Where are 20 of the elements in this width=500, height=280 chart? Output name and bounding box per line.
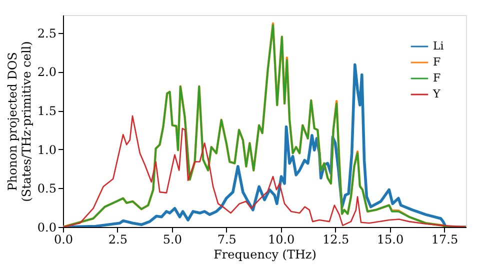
x-tick-label: 7.5 (217, 232, 236, 246)
x-tick-label: 15.0 (376, 232, 404, 246)
x-tick-label: 12.5 (322, 232, 350, 246)
y-tick-label: 1.5 (37, 104, 56, 118)
y-tick-label: 2.5 (37, 26, 56, 40)
y-tick-label: 0.5 (37, 182, 56, 196)
x-tick-label: 10.0 (268, 232, 295, 246)
x-axis-title: Frequency (THz) (214, 248, 316, 262)
legend-label: F (433, 56, 441, 68)
y-tick-label: 1.0 (37, 142, 56, 157)
legend-label: F (433, 72, 441, 84)
x-tick-label: 2.5 (108, 232, 128, 246)
x-tick-label: 17.5 (431, 232, 458, 246)
x-tick-label: 5.0 (162, 232, 182, 246)
y-tick-label: 2.0 (37, 65, 56, 80)
legend-label: Y (432, 88, 441, 100)
y-tick-label: 0.0 (37, 220, 56, 234)
legend-label: Li (433, 40, 444, 52)
y-axis-title: Phonon projected DOS (States/THz·primitive cell) (5, 41, 34, 202)
x-tick-label: 0.0 (54, 232, 74, 246)
